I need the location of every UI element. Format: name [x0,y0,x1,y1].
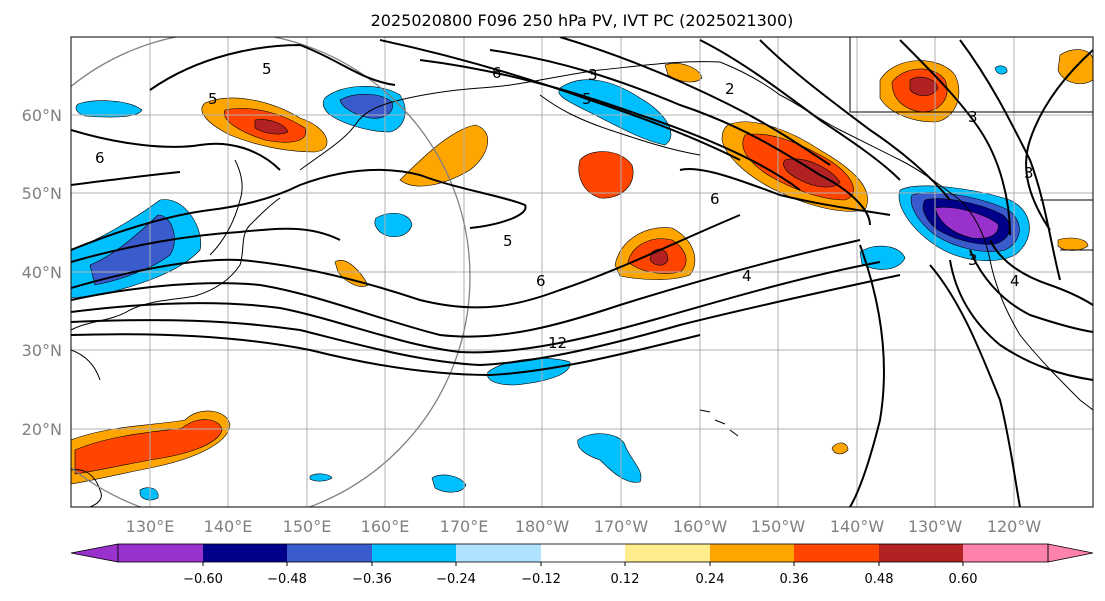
lon-label: 170°E [440,517,489,536]
negative-anomaly-blob [558,79,672,146]
gridlines [71,37,1093,507]
contour-label: 5 [262,60,272,78]
colorbar-tick-label: 0.48 [865,572,894,587]
lat-label: 60°N [22,106,62,125]
lon-label: 170°W [594,517,649,536]
colorbar-max-extend [1047,543,1094,563]
reference-circle [71,37,471,507]
colorbar-tick-label: −0.24 [436,572,476,587]
positive-anomaly-blob [399,124,489,187]
colorbar-tick-label: −0.60 [183,572,223,587]
contour-lines [71,37,1093,507]
contour-label: 5 [582,90,592,108]
lon-label: 130°W [908,517,963,536]
colorbar-tick-label: 0.24 [696,572,725,587]
colorbar-tick-label: 0.36 [780,572,809,587]
colorbar-min-extend [70,543,119,563]
longitude-labels: 130°E 140°E 150°E 160°E 170°E 180°W 170°… [126,517,1042,536]
lat-label: 40°N [22,263,62,282]
contour-label: 12 [548,334,567,352]
contour-label: 6 [536,272,546,290]
contour-label: 3 [588,66,598,84]
colorbar-frame [117,543,1049,563]
negative-anomaly-blob [309,473,333,482]
map-frame [70,36,1094,508]
colorbar-swatch [710,544,794,562]
lat-label: 50°N [22,184,62,203]
contour-label: 5 [503,232,513,250]
colorbar-swatch [541,544,625,562]
negative-anomaly-blob [431,474,467,493]
contour-label: 3 [1024,164,1034,182]
positive-anomaly-blob [831,442,849,455]
positive-anomaly-peak [783,158,841,188]
contour-labels: 5 6 3 5 2 5 6 5 6 4 12 3 6 3 4 3 [95,60,1034,352]
positive-anomaly-peak [909,76,939,97]
negative-anomaly-core [89,214,175,286]
negative-anomaly-blob [139,487,159,501]
lat-label: 20°N [22,420,62,439]
negative-anomaly-peak [934,207,999,239]
positive-anomaly-peak [649,248,669,266]
colorbar-tick-label: −0.48 [267,572,307,587]
contour-label: 6 [710,190,720,208]
chart-title: 2025020800 F096 250 hPa PV, IVT PC (2025… [371,11,794,30]
latitude-labels: 60°N 50°N 40°N 30°N 20°N [22,106,62,439]
contour-label: 5 [208,90,218,108]
lon-label: 130°E [126,517,175,536]
negative-anomaly-blob [994,65,1008,75]
lon-label: 120°W [987,517,1042,536]
colorbar-swatch [372,544,456,562]
positive-anomaly-blob [1057,237,1089,251]
lon-label: 150°W [751,517,806,536]
contour-label: 6 [492,64,502,82]
colorbar-swatch [203,544,287,562]
contour-label: 4 [742,267,752,285]
lon-label: 140°W [830,517,885,536]
colorbar-swatch [794,544,879,562]
colorbar: −0.60 −0.48 −0.36 −0.24 −0.12 0.12 0.24 … [70,543,1094,587]
negative-anomaly-blob [374,212,413,238]
lon-label: 180°W [515,517,570,536]
colorbar-swatch [456,544,541,562]
colorbar-tick-label: −0.12 [521,572,561,587]
colorbar-swatch [879,544,963,562]
lon-label: 150°E [283,517,332,536]
positive-anomaly-blob [578,151,634,199]
colorbar-swatch [963,544,1048,562]
positive-anomaly-peak [254,119,289,135]
colorbar-swatch [287,544,372,562]
contour-label: 6 [95,149,105,167]
negative-anomaly-blob [577,433,642,483]
contour-label: 2 [725,80,735,98]
contour-label: 4 [1010,272,1020,290]
colorbar-swatch [118,544,203,562]
lat-label: 30°N [22,341,62,360]
colorbar-tick-label: −0.36 [352,572,392,587]
positive-anomaly-core [74,419,223,475]
negative-anomaly-blob [75,100,143,118]
colorbar-tick-label: 0.60 [949,572,978,587]
lon-label: 160°E [361,517,410,536]
contour-label: 3 [968,251,978,269]
contour-label: 3 [968,108,978,126]
colorbar-tick-label: 0.12 [611,572,640,587]
lon-label: 140°E [204,517,253,536]
colorbar-swatch [625,544,710,562]
lon-label: 160°W [673,517,728,536]
